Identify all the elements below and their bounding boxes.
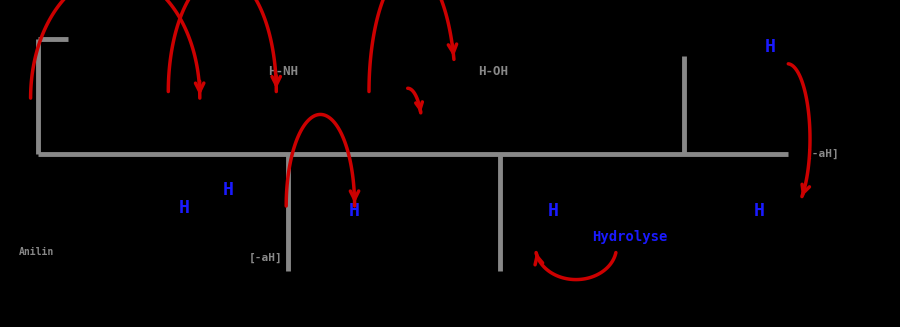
Text: Anilin: Anilin xyxy=(18,247,54,257)
Text: H-NH: H-NH xyxy=(268,65,299,78)
Text: H: H xyxy=(765,38,776,57)
Text: Hydrolyse: Hydrolyse xyxy=(592,230,668,244)
Text: H: H xyxy=(179,198,190,217)
Text: [-aH]: [-aH] xyxy=(248,253,283,264)
Text: H: H xyxy=(548,202,559,220)
Text: H: H xyxy=(753,202,764,220)
Text: [-aH]: [-aH] xyxy=(806,148,839,159)
Text: H: H xyxy=(222,181,233,199)
Text: H-OH: H-OH xyxy=(478,65,508,78)
Text: H: H xyxy=(348,202,359,220)
